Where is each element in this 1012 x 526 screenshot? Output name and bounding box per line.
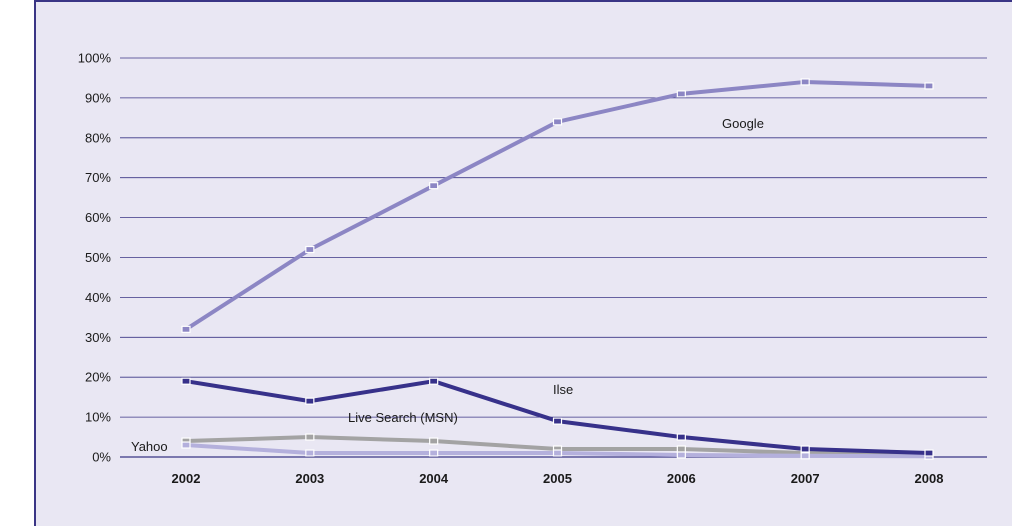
- y-tick-label: 0%: [92, 450, 111, 465]
- y-tick-label: 30%: [85, 330, 111, 345]
- data-point: [676, 90, 686, 98]
- annotation-label: Live Search (MSN): [348, 410, 458, 425]
- data-point: [552, 118, 563, 126]
- y-tick-label: 50%: [85, 250, 111, 265]
- data-point: [305, 397, 315, 405]
- annotation-label: Ilse: [553, 382, 573, 397]
- data-point: [552, 417, 563, 425]
- data-point: [429, 449, 439, 457]
- series-lines: [181, 78, 934, 460]
- tick-labels: 0% 10% 20% 30% 40% 50% 60% 70% 80% 90% 100% 2002 200…: [78, 51, 944, 487]
- data-point: [924, 449, 934, 457]
- data-point: [305, 245, 315, 254]
- panel-top-rule: [34, 0, 1012, 2]
- x-tick-label: 2008: [915, 471, 944, 486]
- y-tick-label: 40%: [85, 290, 111, 305]
- annotation-label: Google: [722, 116, 764, 131]
- data-point: [676, 451, 686, 459]
- data-point: [305, 449, 315, 457]
- y-tick-label: 10%: [85, 410, 111, 425]
- data-point: [305, 433, 315, 441]
- x-tick-label: 2005: [543, 471, 572, 486]
- y-tick-label: 70%: [85, 170, 111, 185]
- x-tick-label: 2004: [419, 471, 449, 486]
- annotation-label: Yahoo: [131, 439, 168, 454]
- data-point: [429, 377, 439, 385]
- data-point: [429, 182, 439, 190]
- y-tick-label: 90%: [85, 90, 111, 105]
- x-tick-label: 2007: [791, 471, 820, 486]
- data-point: [181, 377, 191, 385]
- y-tick-label: 20%: [85, 370, 111, 385]
- chart-panel: [34, 0, 1012, 526]
- data-point: [800, 452, 810, 460]
- data-point: [676, 445, 686, 453]
- data-point: [552, 449, 563, 457]
- data-point: [181, 325, 191, 333]
- data-point: [800, 78, 810, 86]
- gridlines: [120, 57, 987, 458]
- data-point: [181, 441, 191, 449]
- data-point: [924, 82, 934, 90]
- x-tick-label: 2002: [172, 471, 201, 486]
- y-tick-label: 80%: [85, 130, 111, 145]
- data-point: [800, 445, 810, 453]
- data-point: [676, 433, 686, 441]
- annotations: Google Ilse Live Search (MSN) Yahoo: [131, 116, 764, 454]
- x-tick-label: 2003: [295, 471, 324, 486]
- x-tick-label: 2006: [667, 471, 696, 486]
- data-point: [429, 437, 439, 445]
- y-tick-label: 100%: [78, 51, 112, 66]
- y-tick-label: 60%: [85, 210, 111, 225]
